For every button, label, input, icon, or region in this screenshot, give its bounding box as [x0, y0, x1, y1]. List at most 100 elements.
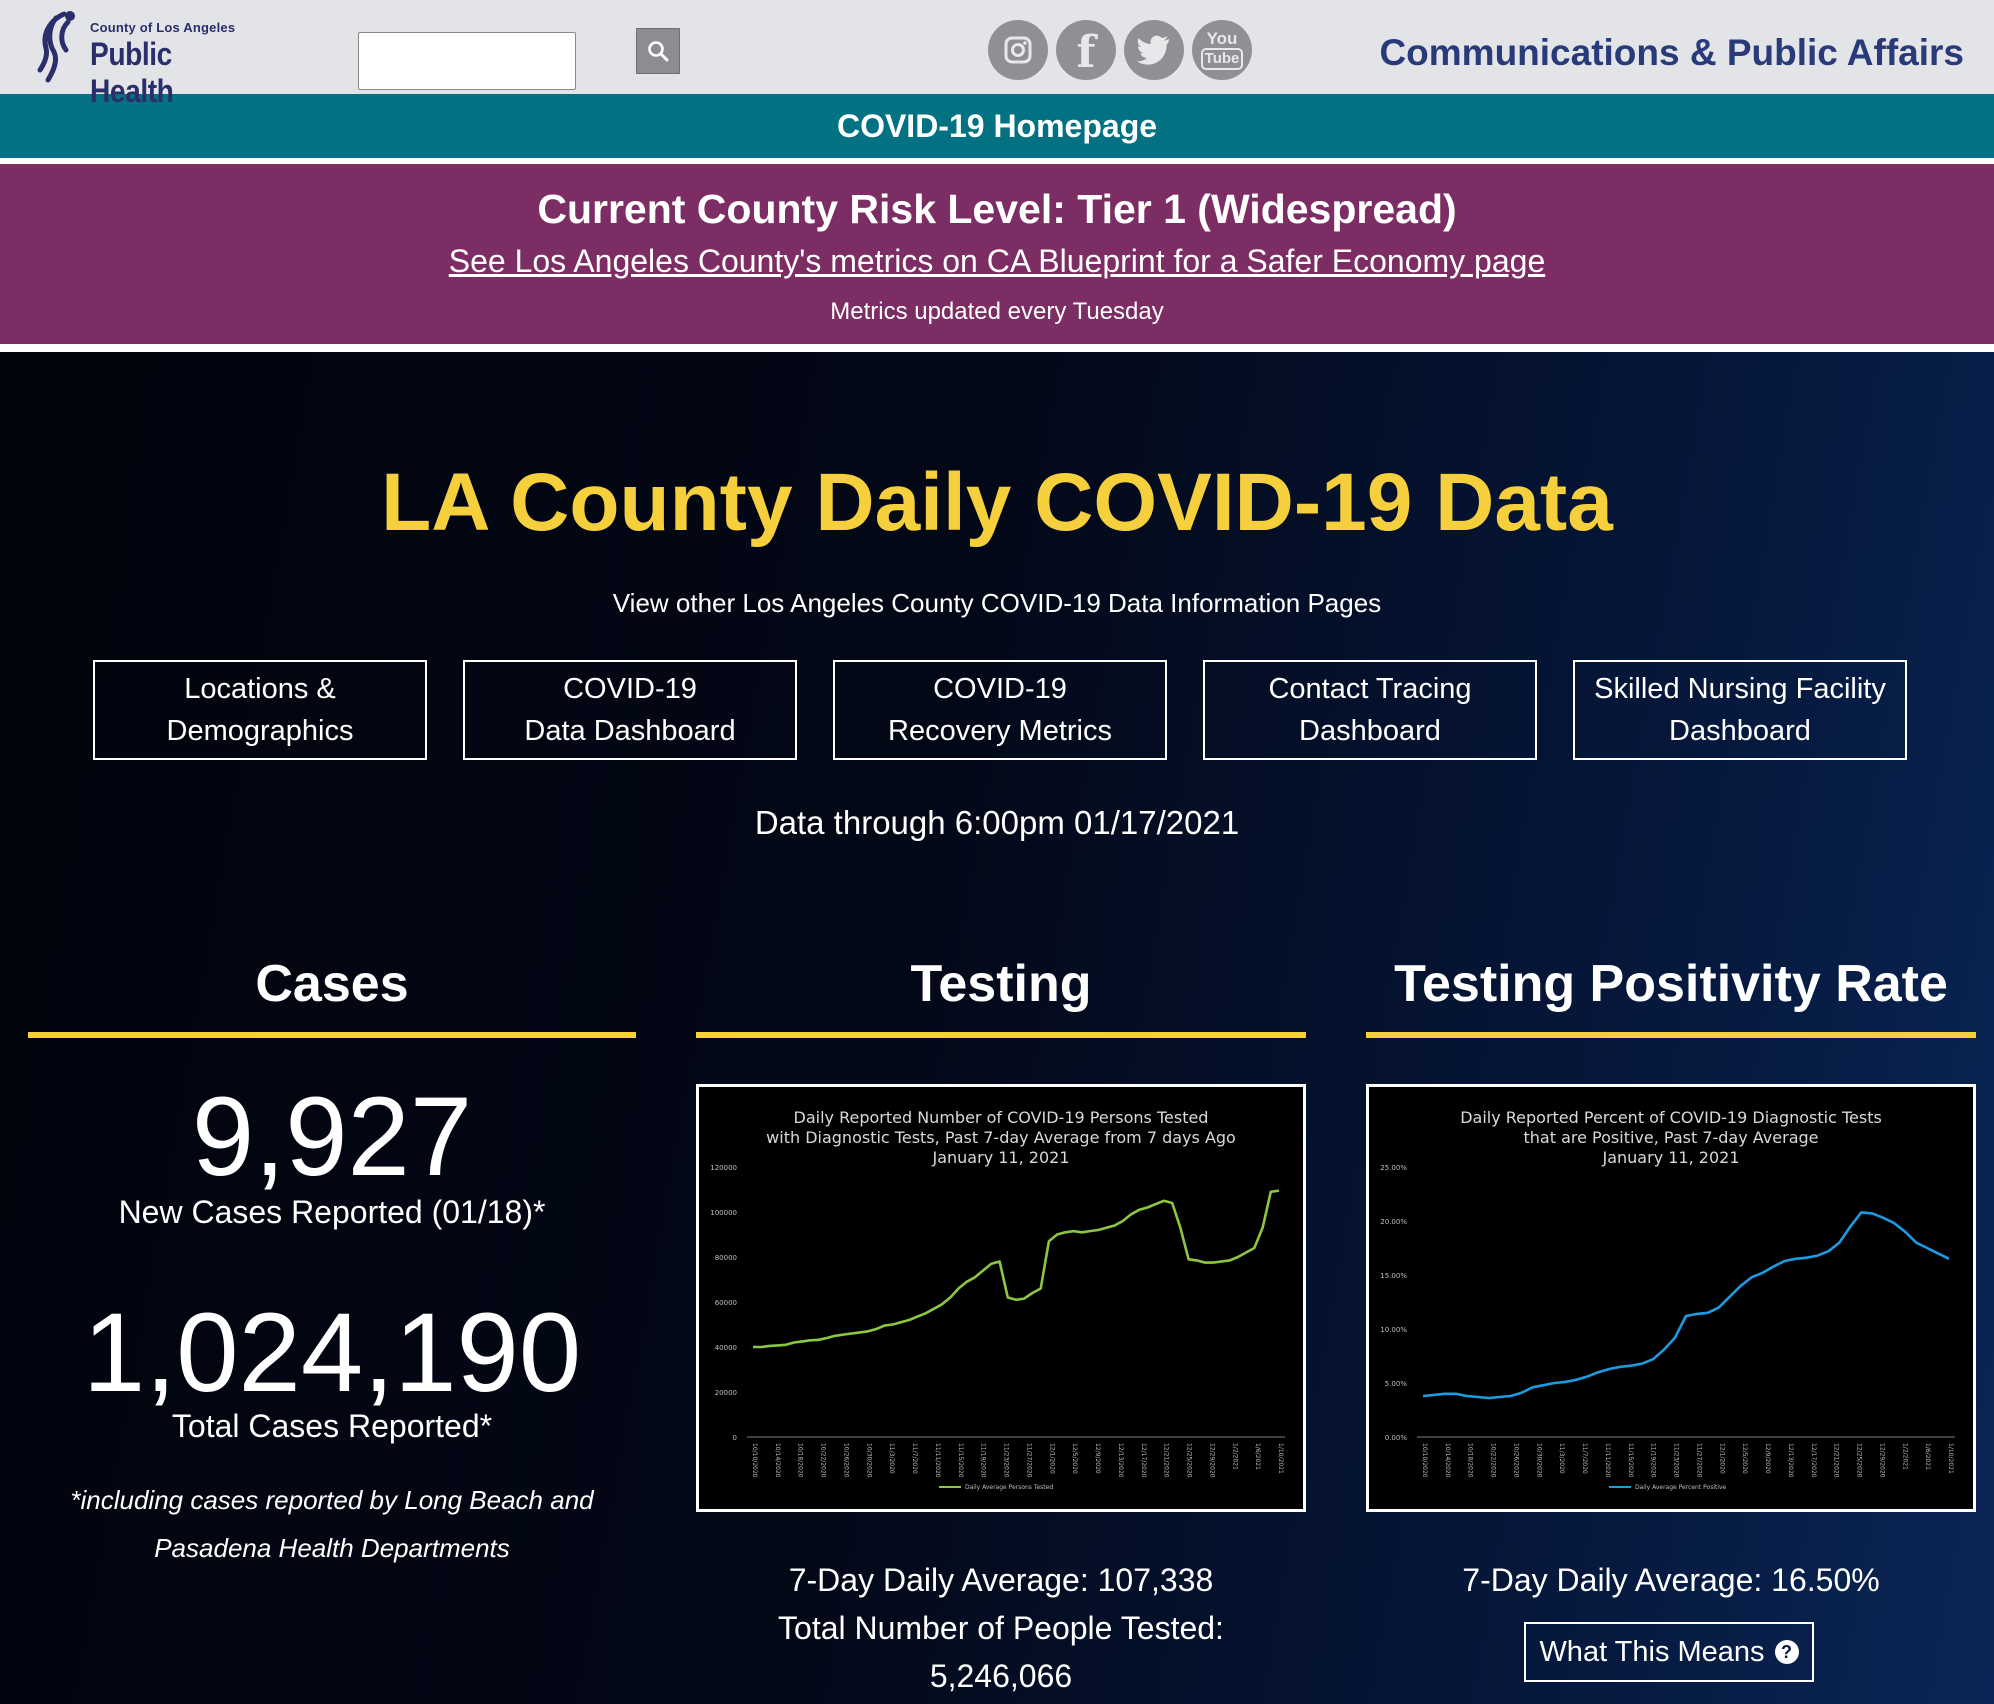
logo-public-health-text: Public Health	[90, 36, 174, 109]
x-tick-label: 10/10/2020	[1421, 1443, 1428, 1478]
x-tick-label: 12/29/2020	[1208, 1443, 1215, 1478]
y-tick-label: 120000	[710, 1164, 737, 1172]
x-tick-label: 12/13/2020	[1787, 1443, 1794, 1478]
question-circle-icon: ?	[1774, 1640, 1799, 1664]
skilled-nursing-button[interactable]: Skilled Nursing Facility Dashboard	[1573, 660, 1907, 760]
department-title[interactable]: Communications & Public Affairs	[1379, 32, 1964, 73]
x-tick-label: 10/22/2020	[1490, 1443, 1497, 1478]
covid-homepage-link[interactable]: COVID-19 Homepage	[0, 94, 1994, 158]
x-tick-label: 12/9/2020	[1094, 1443, 1101, 1474]
testing-chart-svg: Daily Reported Number of COVID-19 Person…	[710, 1108, 1285, 1491]
testing-total-label: Total Number of People Tested:	[778, 1610, 1224, 1646]
x-tick-label: 11/23/2020	[1673, 1443, 1680, 1478]
x-tick-label: 12/5/2020	[1741, 1443, 1748, 1474]
x-tick-label: 12/1/2020	[1048, 1443, 1055, 1474]
positivity-chart[interactable]: Daily Reported Percent of COVID-19 Diagn…	[1366, 1084, 1976, 1512]
cases-heading: Cases	[255, 955, 409, 1013]
search-button[interactable]	[636, 28, 680, 74]
facebook-icon: f	[1076, 26, 1096, 78]
youtube-icon: You	[1206, 29, 1238, 48]
x-tick-label: 10/26/2020	[842, 1443, 849, 1478]
x-tick-label: 12/17/2020	[1810, 1443, 1817, 1478]
public-health-logo[interactable]: County of Los Angeles Public Health	[34, 8, 284, 109]
x-tick-label: 11/7/2020	[911, 1443, 918, 1474]
legend-label: Daily Average Persons Tested	[965, 1484, 1053, 1491]
x-tick-label: 11/11/2020	[1604, 1443, 1611, 1478]
x-tick-label: 1/6/2021	[1924, 1443, 1931, 1470]
youtube-link[interactable]: You Tube	[1192, 20, 1252, 80]
x-tick-label: 10/18/2020	[797, 1443, 804, 1478]
y-tick-label: 15.00%	[1380, 1272, 1407, 1280]
youtube-tube-text: Tube	[1200, 48, 1244, 70]
legend-label: Daily Average Percent Positive	[1635, 1484, 1727, 1491]
search-icon	[648, 41, 669, 62]
locations-demographics-button[interactable]: Locations & Demographics	[93, 660, 427, 760]
series-line	[1422, 1211, 1950, 1400]
x-tick-label: 11/15/2020	[957, 1443, 964, 1478]
x-tick-label: 1/2/2021	[1901, 1443, 1908, 1470]
testing-chart[interactable]: Daily Reported Number of COVID-19 Person…	[696, 1084, 1306, 1512]
x-tick-label: 1/10/2021	[1277, 1443, 1284, 1474]
x-tick-label: 11/3/2020	[888, 1443, 895, 1474]
new-cases-value: 9,927	[191, 1074, 473, 1199]
y-tick-label: 60000	[715, 1299, 737, 1307]
risk-level-title: Current County Risk Level: Tier 1 (Wides…	[537, 186, 1457, 232]
y-tick-label: 10.00%	[1380, 1326, 1407, 1334]
divider	[0, 158, 1994, 164]
x-tick-label: 12/21/2020	[1163, 1443, 1170, 1478]
new-cases-label: New Cases Reported (01/18)*	[118, 1194, 546, 1230]
y-tick-label: 100000	[710, 1209, 737, 1217]
x-tick-label: 1/6/2021	[1254, 1443, 1261, 1470]
x-tick-label: 1/2/2021	[1231, 1443, 1238, 1470]
total-cases-label: Total Cases Reported*	[171, 1408, 493, 1444]
x-tick-label: 11/27/2020	[1695, 1443, 1702, 1478]
x-tick-label: 11/23/2020	[1003, 1443, 1010, 1478]
daily-data-section: LA County Daily COVID-19 Data View other…	[0, 352, 1994, 1704]
x-tick-label: 12/25/2020	[1186, 1443, 1193, 1478]
y-tick-label: 20.00%	[1380, 1218, 1407, 1226]
x-tick-label: 11/27/2020	[1025, 1443, 1032, 1478]
series-line	[753, 1189, 1280, 1349]
instagram-link[interactable]	[988, 20, 1048, 80]
data-through-date: Data through 6:00pm 01/17/2021	[754, 804, 1240, 841]
testing-total-value: 5,246,066	[929, 1658, 1073, 1694]
facebook-link[interactable]: f	[1056, 20, 1116, 80]
chart-title-line: January 11, 2021	[932, 1148, 1070, 1167]
logo-figure-icon	[37, 11, 75, 83]
x-tick-label: 1/10/2021	[1947, 1443, 1954, 1474]
x-tick-label: 11/19/2020	[980, 1443, 987, 1478]
testing-divider	[696, 1032, 1306, 1038]
search-input[interactable]	[358, 32, 576, 90]
site-header: County of Los Angeles Public Health f Yo…	[0, 0, 1994, 109]
x-tick-label: 11/19/2020	[1650, 1443, 1657, 1478]
x-tick-label: 10/22/2020	[820, 1443, 827, 1478]
x-tick-label: 12/29/2020	[1878, 1443, 1885, 1478]
positivity-divider	[1366, 1032, 1976, 1038]
x-tick-label: 10/30/2020	[865, 1443, 872, 1478]
x-tick-label: 10/14/2020	[1444, 1443, 1451, 1478]
x-tick-label: 11/7/2020	[1581, 1443, 1588, 1474]
y-tick-label: 0.00%	[1385, 1434, 1408, 1442]
metrics-update-note: Metrics updated every Tuesday	[830, 298, 1164, 325]
cases-footnote: *including cases reported by Long Beach …	[28, 1476, 636, 1572]
y-tick-label: 20000	[715, 1389, 737, 1397]
chart-title-line: Daily Reported Number of COVID-19 Person…	[794, 1108, 1209, 1127]
testing-average: 7-Day Daily Average: 107,338	[788, 1562, 1214, 1598]
risk-level-banner: Current County Risk Level: Tier 1 (Wides…	[0, 164, 1994, 344]
what-this-means-button[interactable]: What This Means ?	[1524, 1622, 1814, 1682]
chart-title-line: with Diagnostic Tests, Past 7-day Averag…	[766, 1128, 1236, 1147]
y-tick-label: 40000	[715, 1344, 737, 1352]
twitter-icon	[1137, 35, 1169, 65]
y-tick-label: 80000	[715, 1254, 737, 1262]
x-tick-label: 12/13/2020	[1117, 1443, 1124, 1478]
blueprint-metrics-link[interactable]: See Los Angeles County's metrics on CA B…	[448, 243, 1546, 279]
twitter-link[interactable]	[1124, 20, 1184, 80]
x-tick-label: 12/1/2020	[1718, 1443, 1725, 1474]
what-this-means-label: What This Means	[1539, 1635, 1765, 1668]
data-dashboard-button[interactable]: COVID-19 Data Dashboard	[463, 660, 797, 760]
cases-footnote-line: Pasadena Health Departments	[154, 1533, 510, 1563]
recovery-metrics-button[interactable]: COVID-19 Recovery Metrics	[833, 660, 1167, 760]
contact-tracing-button[interactable]: Contact Tracing Dashboard	[1203, 660, 1537, 760]
x-tick-label: 10/30/2020	[1535, 1443, 1542, 1478]
y-tick-label: 0	[733, 1434, 737, 1442]
